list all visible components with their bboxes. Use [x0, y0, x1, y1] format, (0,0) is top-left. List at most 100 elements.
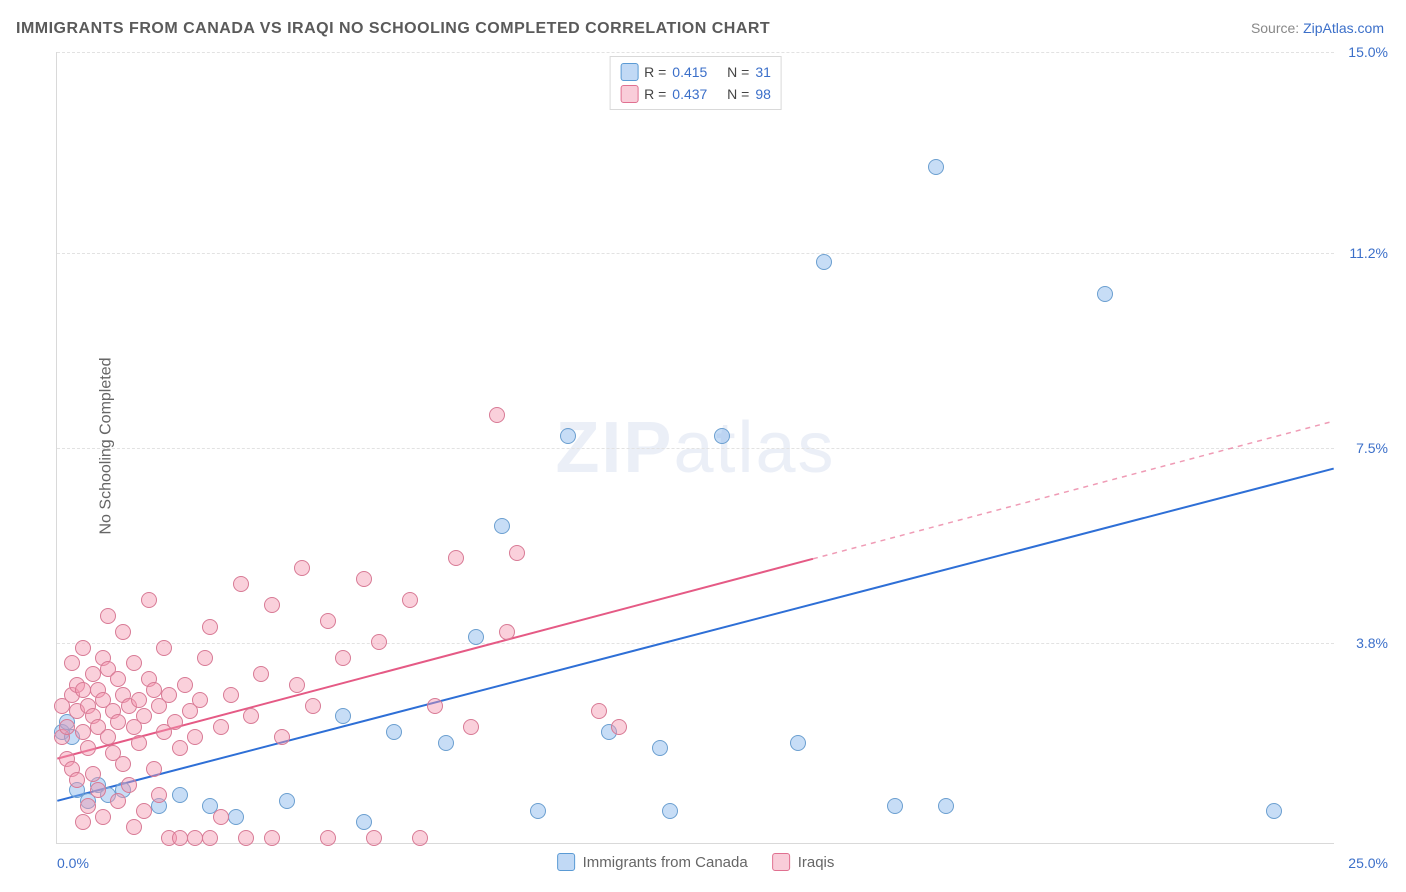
scatter-plot: ZIPatlas 15.0%11.2%7.5%3.8% R = 0.415 N …	[56, 52, 1334, 844]
scatter-point	[289, 677, 305, 693]
scatter-point	[197, 650, 213, 666]
swatch-blue-icon	[620, 63, 638, 81]
stat-row-blue: R = 0.415 N = 31	[620, 61, 771, 83]
scatter-point	[611, 719, 627, 735]
scatter-point	[335, 650, 351, 666]
stat-row-pink: R = 0.437 N = 98	[620, 83, 771, 105]
x-tick-max: 25.0%	[1348, 855, 1388, 871]
series-label-pink: Iraqis	[798, 854, 835, 871]
scatter-point	[156, 640, 172, 656]
scatter-point	[131, 735, 147, 751]
scatter-point	[126, 655, 142, 671]
scatter-point	[59, 719, 75, 735]
scatter-point	[560, 428, 576, 444]
scatter-point	[75, 640, 91, 656]
y-tick: 15.0%	[1348, 44, 1388, 60]
scatter-point	[790, 735, 806, 751]
scatter-point	[110, 714, 126, 730]
scatter-point	[253, 666, 269, 682]
swatch-pink-icon	[772, 853, 790, 871]
scatter-point	[75, 814, 91, 830]
scatter-point	[85, 666, 101, 682]
r-value-blue: 0.415	[672, 64, 707, 80]
source-label: Source:	[1251, 20, 1303, 36]
scatter-point	[591, 703, 607, 719]
scatter-point	[305, 698, 321, 714]
scatter-point	[279, 793, 295, 809]
scatter-point	[402, 592, 418, 608]
scatter-point	[356, 814, 372, 830]
scatter-point	[110, 671, 126, 687]
scatter-point	[177, 677, 193, 693]
scatter-point	[499, 624, 515, 640]
scatter-point	[202, 830, 218, 846]
scatter-point	[320, 613, 336, 629]
scatter-point	[438, 735, 454, 751]
y-tick: 3.8%	[1356, 635, 1388, 651]
scatter-point	[494, 518, 510, 534]
source-link[interactable]: ZipAtlas.com	[1303, 20, 1384, 36]
scatter-point	[146, 682, 162, 698]
scatter-point	[90, 782, 106, 798]
scatter-point	[172, 787, 188, 803]
swatch-blue-icon	[557, 853, 575, 871]
scatter-point	[530, 803, 546, 819]
scatter-point	[136, 708, 152, 724]
source-attribution: Source: ZipAtlas.com	[1251, 20, 1384, 36]
scatter-point	[427, 698, 443, 714]
scatter-point	[172, 740, 188, 756]
r-value-pink: 0.437	[672, 86, 707, 102]
scatter-point	[121, 777, 137, 793]
scatter-point	[136, 803, 152, 819]
scatter-point	[187, 830, 203, 846]
scatter-point	[274, 729, 290, 745]
scatter-point	[161, 687, 177, 703]
scatter-point	[115, 756, 131, 772]
scatter-point	[100, 729, 116, 745]
scatter-point	[264, 597, 280, 613]
scatter-point	[115, 624, 131, 640]
scatter-point	[366, 830, 382, 846]
scatter-point	[172, 830, 188, 846]
scatter-point	[509, 545, 525, 561]
scatter-point	[928, 159, 944, 175]
scatter-point	[371, 634, 387, 650]
r-label: R =	[644, 64, 666, 80]
scatter-point	[75, 724, 91, 740]
scatter-point	[146, 761, 162, 777]
scatter-point	[294, 560, 310, 576]
scatter-point	[223, 687, 239, 703]
y-tick: 11.2%	[1349, 245, 1388, 261]
scatter-point	[816, 254, 832, 270]
scatter-point	[75, 682, 91, 698]
scatter-point	[80, 740, 96, 756]
scatter-point	[141, 592, 157, 608]
scatter-point	[489, 407, 505, 423]
scatter-point	[356, 571, 372, 587]
chart-title: IMMIGRANTS FROM CANADA VS IRAQI NO SCHOO…	[16, 20, 770, 38]
scatter-point	[95, 809, 111, 825]
series-legend-item-blue: Immigrants from Canada	[557, 853, 748, 871]
scatter-point	[187, 729, 203, 745]
n-label: N =	[727, 86, 749, 102]
scatter-point	[85, 766, 101, 782]
scatter-point	[202, 619, 218, 635]
scatter-point	[448, 550, 464, 566]
series-legend-item-pink: Iraqis	[772, 853, 835, 871]
scatter-point	[69, 772, 85, 788]
scatter-point	[335, 708, 351, 724]
scatter-point	[167, 714, 183, 730]
scatter-point	[238, 830, 254, 846]
scatter-point	[64, 655, 80, 671]
n-label: N =	[727, 64, 749, 80]
stat-legend: R = 0.415 N = 31 R = 0.437 N = 98	[609, 56, 782, 110]
scatter-point	[320, 830, 336, 846]
n-value-pink: 98	[755, 86, 771, 102]
scatter-point	[1266, 803, 1282, 819]
scatter-point	[192, 692, 208, 708]
x-tick-min: 0.0%	[57, 855, 89, 871]
scatter-point	[463, 719, 479, 735]
n-value-blue: 31	[755, 64, 771, 80]
scatter-point	[386, 724, 402, 740]
scatter-point	[151, 787, 167, 803]
